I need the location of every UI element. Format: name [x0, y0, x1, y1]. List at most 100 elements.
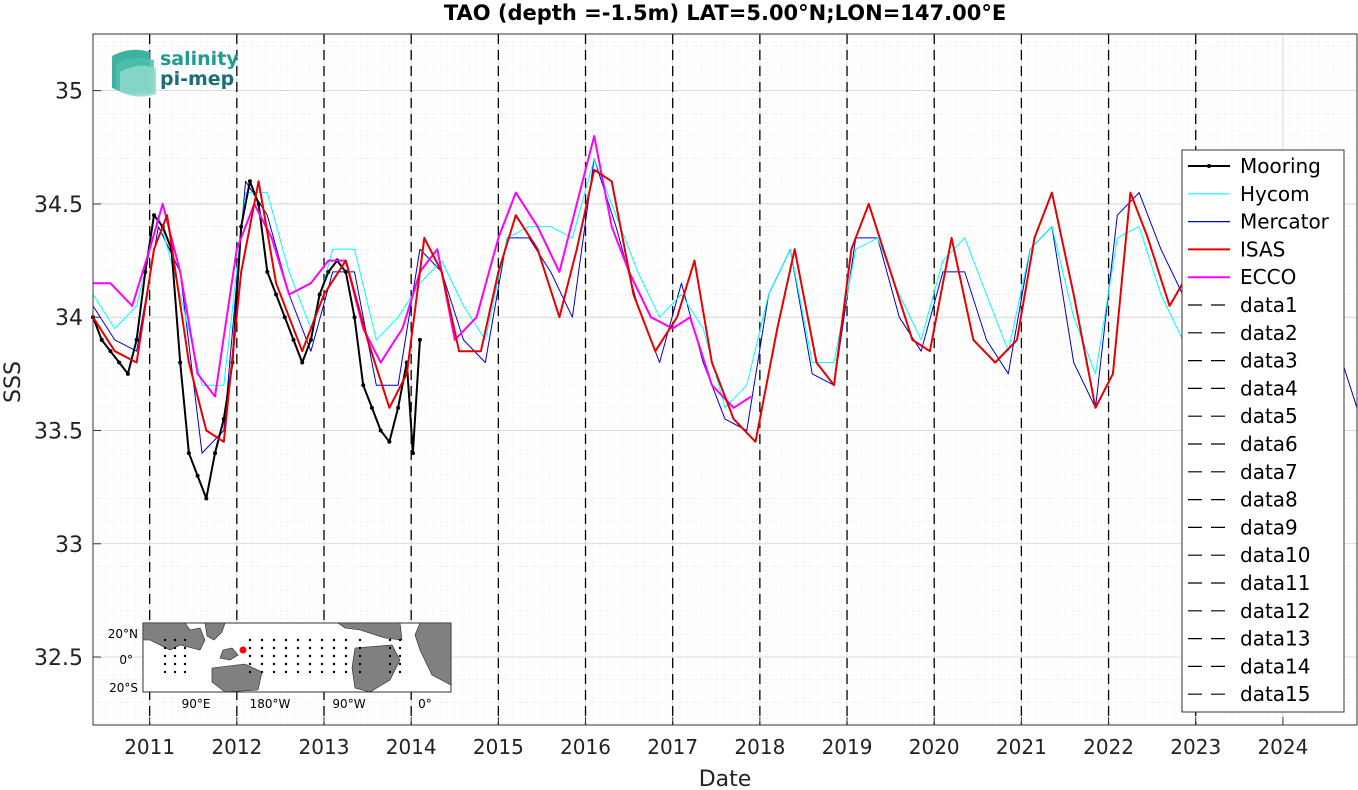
legend-label-data11: data11: [1240, 571, 1311, 595]
y-tick-label: 34: [55, 306, 83, 331]
legend-label-data3: data3: [1240, 349, 1298, 373]
map-dot: [388, 638, 392, 642]
map-dot: [272, 646, 276, 650]
map-dot: [344, 654, 348, 658]
map-dot: [248, 670, 252, 674]
map-dot: [308, 646, 312, 650]
legend-label-data15: data15: [1240, 682, 1311, 706]
map-dot: [320, 646, 324, 650]
map-dot: [388, 646, 392, 650]
map-dot: [173, 638, 177, 642]
series-point-mooring: [247, 179, 252, 184]
map-dot: [163, 670, 167, 674]
map-dot: [398, 654, 402, 658]
series-point-mooring: [195, 473, 200, 478]
legend: Mooring Hycom Mercator ISAS ECCO data1 data2 da…: [1181, 149, 1345, 713]
map-dot: [296, 654, 300, 658]
map-dot: [173, 670, 177, 674]
legend-box: [1181, 149, 1345, 713]
series-point-mooring: [361, 383, 366, 388]
series-point-mooring: [117, 360, 122, 365]
logo-line2: pi-mep: [160, 68, 234, 90]
series-point-mooring: [291, 337, 296, 342]
series-line-hycom: [92, 158, 1184, 409]
series-point-mooring: [186, 451, 191, 456]
series-point-mooring: [417, 337, 422, 342]
map-dot: [163, 654, 167, 658]
legend-label-data12: data12: [1240, 599, 1311, 623]
legend-label-data2: data2: [1240, 321, 1298, 345]
series-point-mooring: [256, 201, 261, 206]
map-dot: [320, 670, 324, 674]
legend-label-hycom: Hycom: [1240, 182, 1310, 206]
x-tick-label: 2011: [124, 735, 175, 759]
plot-frame: [92, 33, 1358, 726]
map-dot: [173, 646, 177, 650]
map-lon-label-1: 180°W: [250, 697, 291, 711]
x-tick-label: 2012: [211, 735, 262, 759]
map-dot: [284, 654, 288, 658]
map-dot: [272, 670, 276, 674]
map-dot: [308, 662, 312, 666]
map-dot: [332, 662, 336, 666]
legend-label-ecco: ECCO: [1240, 265, 1296, 289]
map-dot: [332, 638, 336, 642]
map-dot: [272, 662, 276, 666]
map-dot: [272, 654, 276, 658]
series-point-mooring: [410, 451, 415, 456]
legend-label-data1: data1: [1240, 293, 1298, 317]
series-point-mooring: [326, 269, 331, 274]
map-dot: [308, 670, 312, 674]
series-point-mooring: [317, 292, 322, 297]
map-dot: [183, 654, 187, 658]
x-tick-label: 2014: [386, 735, 437, 759]
series-layer: [91, 135, 1358, 501]
map-dot: [284, 646, 288, 650]
map-dot: [358, 654, 362, 658]
map-dot: [320, 638, 324, 642]
map-dot: [358, 638, 362, 642]
series-point-mooring: [221, 417, 226, 422]
map-dot: [388, 662, 392, 666]
map-dot: [248, 638, 252, 642]
map-dot: [163, 638, 167, 642]
map-dot: [344, 662, 348, 666]
series-point-mooring: [352, 315, 357, 320]
logo-line1: salinity: [160, 48, 239, 70]
mooring-array-dots: [163, 638, 402, 674]
series-point-mooring: [239, 224, 244, 229]
map-dot: [260, 670, 264, 674]
map-lat-label-1: 0°: [119, 653, 133, 667]
map-dot: [260, 662, 264, 666]
map-dot: [260, 646, 264, 650]
map-dot: [320, 654, 324, 658]
map-dot: [320, 662, 324, 666]
legend-label-isas: ISAS: [1240, 237, 1285, 261]
map-dot: [248, 646, 252, 650]
map-dot: [248, 654, 252, 658]
series-point-mooring: [125, 371, 130, 376]
series-point-mooring: [308, 337, 313, 342]
map-dot: [183, 670, 187, 674]
map-lon-label-0: 90°E: [182, 697, 211, 711]
salinity-pimep-logo: salinity pi-mep: [112, 48, 239, 97]
y-tick-label: 35: [55, 80, 83, 105]
map-dot: [260, 638, 264, 642]
series-point-mooring: [300, 360, 305, 365]
map-dot: [358, 670, 362, 674]
map-dot: [344, 638, 348, 642]
legend-label-data7: data7: [1240, 460, 1298, 484]
legend-label-data14: data14: [1240, 654, 1311, 678]
x-tick-label: 2023: [1170, 735, 1221, 759]
series-line-isas: [92, 168, 1184, 443]
series-point-mooring: [343, 269, 348, 274]
map-dot: [296, 670, 300, 674]
series-point-mooring: [396, 405, 401, 410]
legend-label-mooring: Mooring: [1240, 154, 1321, 178]
series-point-mooring: [152, 213, 157, 218]
x-tick-label: 2013: [299, 735, 350, 759]
map-lon-label-3: 0°: [418, 697, 432, 711]
map-dot: [284, 670, 288, 674]
legend-label-mercator: Mercator: [1240, 210, 1330, 234]
map-dot: [183, 646, 187, 650]
